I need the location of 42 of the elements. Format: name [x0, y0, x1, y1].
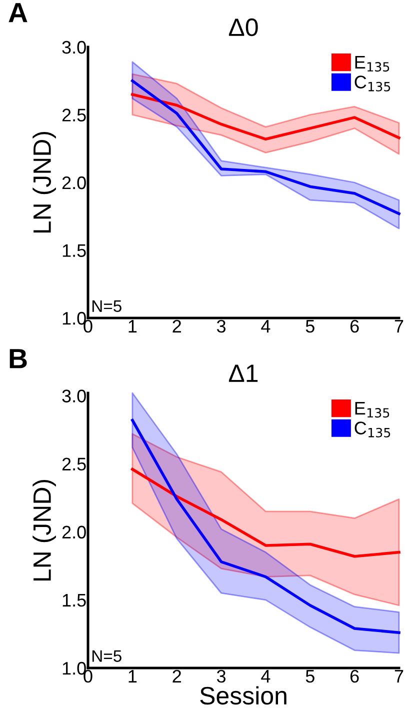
line-series: [131, 468, 400, 558]
y-tick-label: 1.5: [62, 244, 86, 257]
x-tick-label: 3: [216, 320, 226, 333]
legend-label: C$_{135}$: [354, 422, 390, 438]
x-tick-label: 6: [350, 670, 359, 683]
legend-label: E$_{135}$: [355, 56, 390, 72]
y-tick-label: 3.0: [62, 40, 86, 54]
y-tick-label: 2.0: [62, 176, 86, 190]
chart-title: Δ0: [228, 18, 258, 36]
x-tick-label: 7: [394, 670, 404, 682]
x-tick-label: 4: [261, 320, 270, 332]
x-axis-title: Session: [200, 686, 286, 705]
y-tick-label: 2.0: [62, 526, 86, 539]
chart-title: Δ1: [228, 364, 258, 382]
x-tick-label: 4: [261, 670, 270, 682]
text: A: [8, 3, 28, 22]
x-tick-label: 6: [350, 320, 359, 333]
x-tick-label: 0: [84, 320, 92, 333]
legend-label: E$_{135}$: [355, 402, 390, 418]
y-tick-label: 1.0: [62, 312, 86, 325]
x-tick-label: 0: [84, 670, 92, 683]
y-tick-label: 2.5: [62, 458, 86, 471]
y-tick-label: 1.5: [62, 594, 86, 607]
line-series: [131, 418, 400, 634]
legend-label: C$_{135}$: [354, 76, 390, 92]
y-tick-label: 2.5: [62, 108, 86, 122]
y-tick-label: 1.0: [62, 662, 86, 675]
y-axis-title: LN (JND): [32, 480, 56, 581]
y-axis-title: LN (JND): [32, 132, 56, 233]
x-tick-label: 2: [172, 670, 181, 682]
annotation: N=5: [92, 650, 122, 662]
annotation: N=5: [92, 300, 122, 312]
x-tick-label: 1: [128, 320, 137, 332]
y-tick-label: 3.0: [62, 390, 86, 402]
x-tick-label: 5: [306, 320, 314, 333]
x-tick-label: 7: [394, 320, 404, 332]
x-tick-label: 2: [172, 320, 181, 332]
text: B: [10, 349, 27, 368]
x-tick-label: 5: [306, 670, 314, 683]
x-tick-label: 3: [216, 670, 226, 683]
x-tick-label: 1: [128, 670, 137, 682]
line-series: [131, 93, 400, 141]
